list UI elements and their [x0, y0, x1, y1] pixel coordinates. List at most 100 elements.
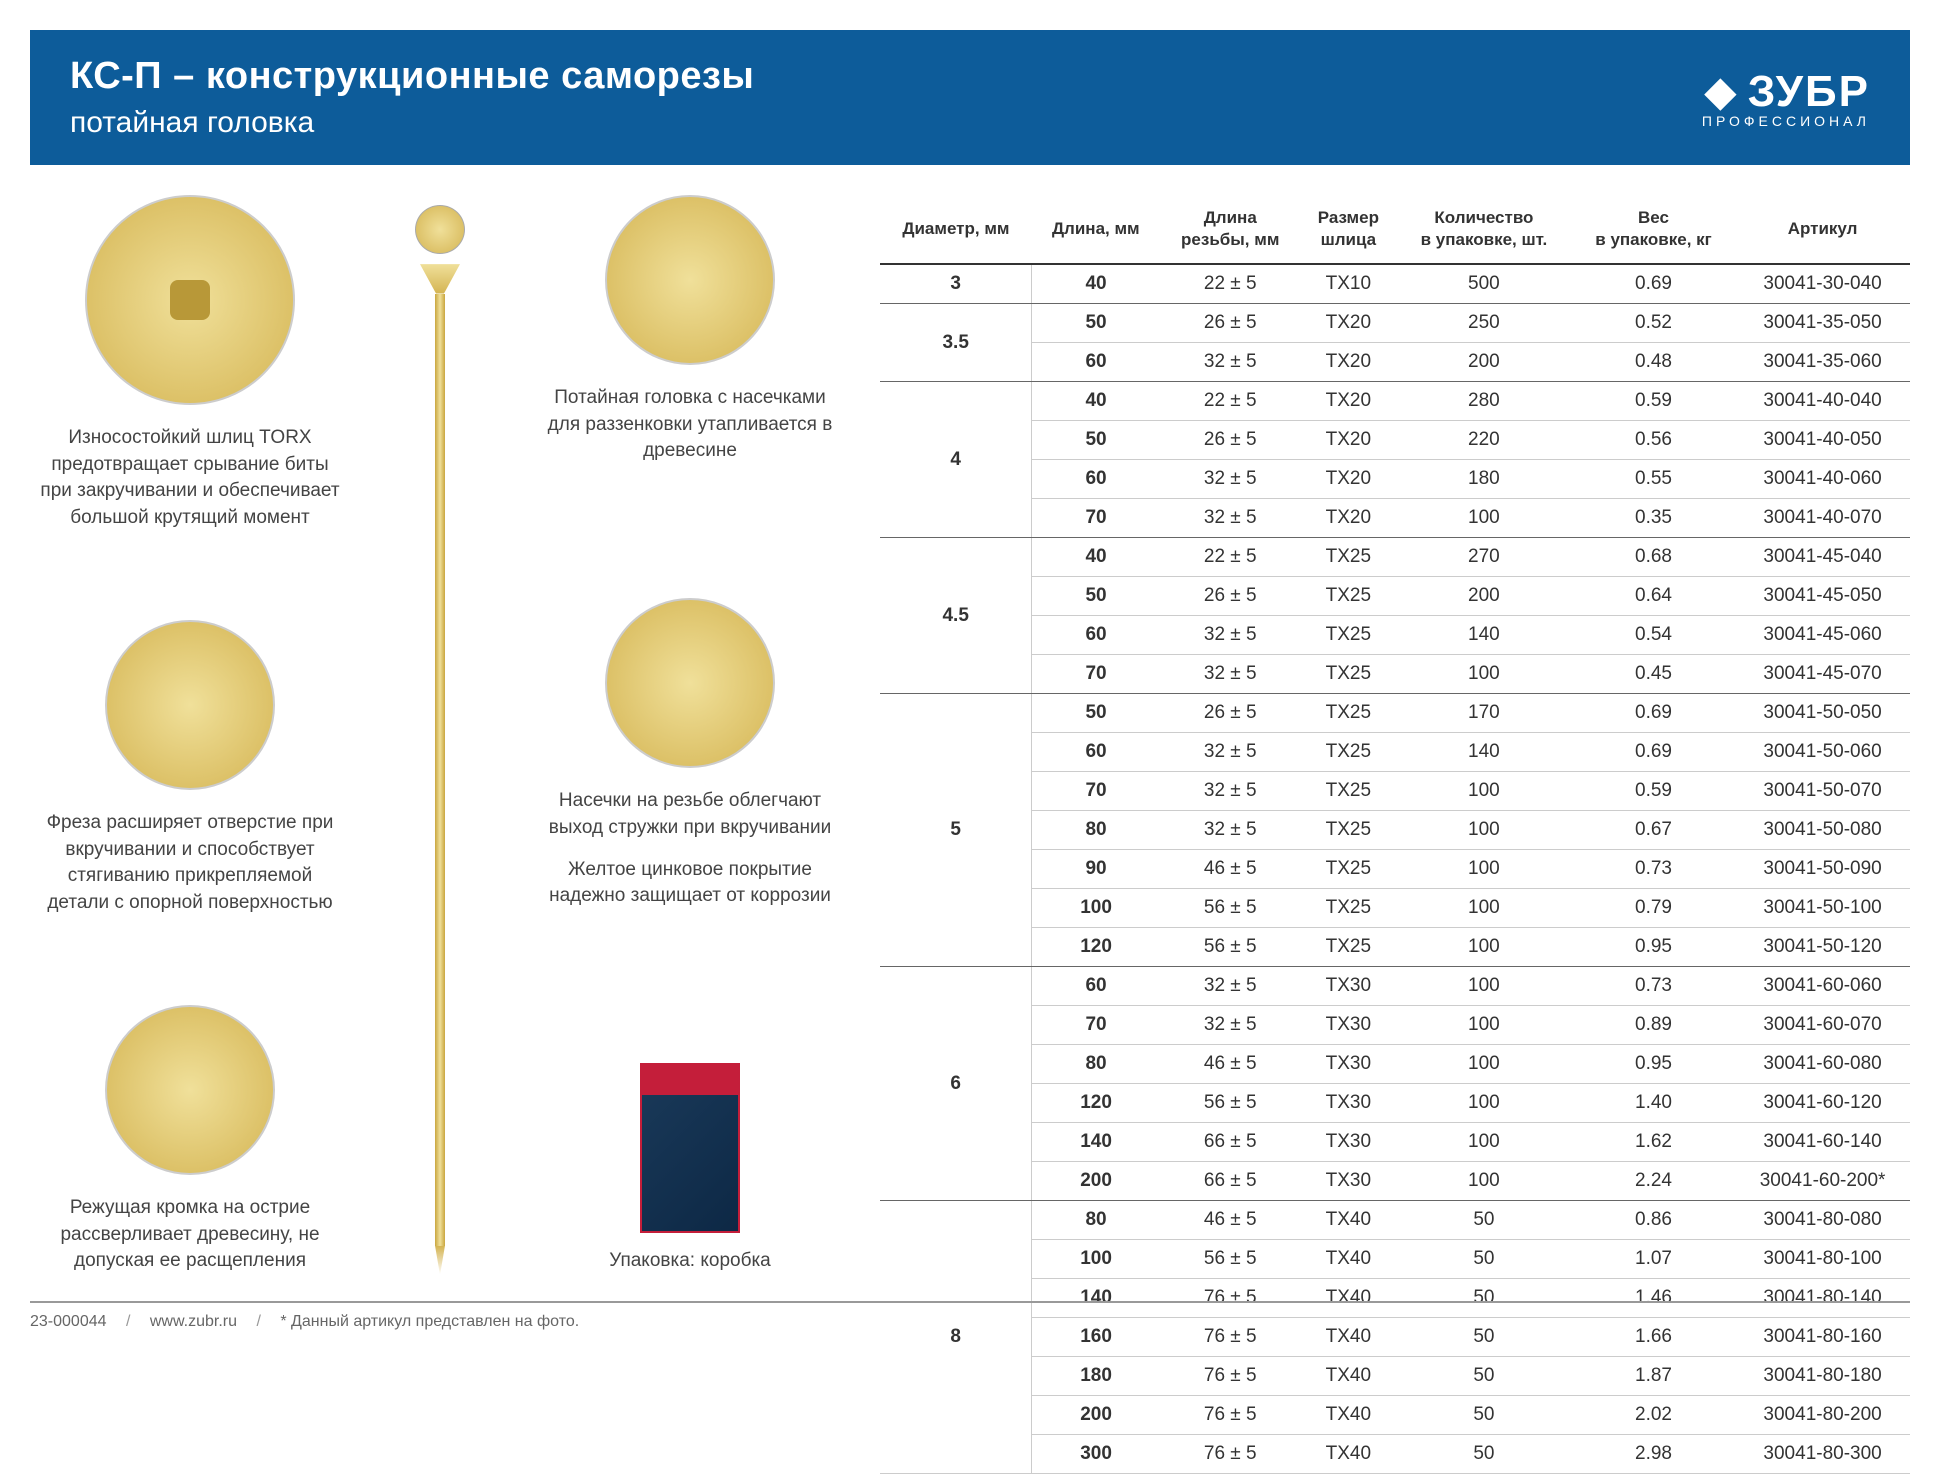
table-cell: 30041-80-100: [1735, 1240, 1910, 1279]
table-cell: 0.56: [1572, 421, 1735, 460]
table-cell: 26 ± 5: [1160, 577, 1301, 616]
table-cell: 76 ± 5: [1160, 1396, 1301, 1435]
table-cell: 32 ± 5: [1160, 616, 1301, 655]
table-cell: 2.02: [1572, 1396, 1735, 1435]
table-cell: 26 ± 5: [1160, 694, 1301, 733]
table-cell: 100: [1396, 1045, 1572, 1084]
table-cell: 250: [1396, 304, 1572, 343]
table-cell: 30041-80-300: [1735, 1435, 1910, 1474]
table-cell: 30041-60-120: [1735, 1084, 1910, 1123]
table-row: 12056 ± 5TX251000.9530041-50-120: [880, 928, 1910, 967]
table-cell: 32 ± 5: [1160, 499, 1301, 538]
table-cell: 30041-50-050: [1735, 694, 1910, 733]
table-cell: 60: [1032, 616, 1160, 655]
table-cell: 100: [1396, 1084, 1572, 1123]
table-cell: 50: [1032, 694, 1160, 733]
table-row: 8032 ± 5TX251000.6730041-50-080: [880, 811, 1910, 850]
table-cell: 0.35: [1572, 499, 1735, 538]
thread-image: [605, 598, 775, 768]
table-cell: 32 ± 5: [1160, 967, 1301, 1006]
table-header-row: Диаметр, ммДлина, ммДлина резьбы, ммРазм…: [880, 195, 1910, 264]
table-cell: 0.59: [1572, 772, 1735, 811]
table-cell: 30041-50-090: [1735, 850, 1910, 889]
table-cell: 30041-50-080: [1735, 811, 1910, 850]
screw-illustration: [370, 195, 510, 1275]
table-row: 7032 ± 5TX251000.5930041-50-070: [880, 772, 1910, 811]
table-cell: TX25: [1301, 733, 1396, 772]
table-cell: TX25: [1301, 850, 1396, 889]
table-cell: 46 ± 5: [1160, 850, 1301, 889]
table-cell: 30041-35-050: [1735, 304, 1910, 343]
table-cell: 0.86: [1572, 1201, 1735, 1240]
table-cell: TX40: [1301, 1435, 1396, 1474]
table-cell: TX25: [1301, 928, 1396, 967]
table-cell: TX20: [1301, 382, 1396, 421]
table-cell: TX10: [1301, 264, 1396, 304]
feature-mill: Фреза расширяет отверстие при вкручивани…: [30, 620, 350, 916]
footer-code: 23-000044: [30, 1313, 107, 1330]
table-cell: 120: [1032, 1084, 1160, 1123]
table-cell: 30041-60-060: [1735, 967, 1910, 1006]
table-cell: 30041-40-050: [1735, 421, 1910, 460]
table-cell: 30041-50-120: [1735, 928, 1910, 967]
table-cell: 0.59: [1572, 382, 1735, 421]
screw-head-top-view: [415, 205, 465, 254]
tip-description: Режущая кромка на острие рассверливает д…: [30, 1195, 350, 1275]
table-cell: 30041-80-180: [1735, 1357, 1910, 1396]
table-header-cell: Длина, мм: [1032, 195, 1160, 264]
table-cell: 2.98: [1572, 1435, 1735, 1474]
table-row: 20076 ± 5TX40502.0230041-80-200: [880, 1396, 1910, 1435]
table-row: 7032 ± 5TX301000.8930041-60-070: [880, 1006, 1910, 1045]
table-cell: TX40: [1301, 1240, 1396, 1279]
table-cell: 100: [1396, 850, 1572, 889]
table-cell: 32 ± 5: [1160, 733, 1301, 772]
table-cell: 40: [1032, 382, 1160, 421]
table-cell: 50: [1396, 1396, 1572, 1435]
table-cell: 100: [1396, 967, 1572, 1006]
table-cell: 0.73: [1572, 967, 1735, 1006]
table-cell: 32 ± 5: [1160, 772, 1301, 811]
table-cell: TX25: [1301, 811, 1396, 850]
table-row: 6032 ± 5TX251400.6930041-50-060: [880, 733, 1910, 772]
table-cell: 22 ± 5: [1160, 264, 1301, 304]
table-cell: 0.48: [1572, 343, 1735, 382]
table-cell: 280: [1396, 382, 1572, 421]
table-cell: 22 ± 5: [1160, 382, 1301, 421]
table-cell: 220: [1396, 421, 1572, 460]
table-cell: 200: [1396, 577, 1572, 616]
table-cell: 80: [1032, 1201, 1160, 1240]
table-cell: 80: [1032, 811, 1160, 850]
table-cell: 500: [1396, 264, 1572, 304]
table-cell: 22 ± 5: [1160, 538, 1301, 577]
table-cell: 100: [1396, 1162, 1572, 1201]
torx-description: Износостойкий шлиц TORX предотвращает ср…: [30, 425, 350, 531]
table-cell: TX30: [1301, 967, 1396, 1006]
table-cell: TX30: [1301, 1084, 1396, 1123]
table-cell: 100: [1396, 928, 1572, 967]
feature-torx: Износостойкий шлиц TORX предотвращает ср…: [30, 195, 350, 531]
table-cell: TX20: [1301, 304, 1396, 343]
footer-note: * Данный артикул представлен на фото.: [280, 1313, 579, 1330]
table-cell: 26 ± 5: [1160, 421, 1301, 460]
table-cell: 70: [1032, 1006, 1160, 1045]
table-row: 55026 ± 5TX251700.6930041-50-050: [880, 694, 1910, 733]
table-cell: 0.68: [1572, 538, 1735, 577]
table-row: 30076 ± 5TX40502.9830041-80-300: [880, 1435, 1910, 1474]
table-cell: 1.62: [1572, 1123, 1735, 1162]
mill-description: Фреза расширяет отверстие при вкручивани…: [30, 810, 350, 916]
table-cell: 0.45: [1572, 655, 1735, 694]
table-cell: TX40: [1301, 1357, 1396, 1396]
table-cell: 120: [1032, 928, 1160, 967]
table-row: 7032 ± 5TX251000.4530041-45-070: [880, 655, 1910, 694]
table-cell: TX30: [1301, 1162, 1396, 1201]
header: КС-П – конструкционные саморезы потайная…: [30, 30, 1910, 165]
table-cell: 30041-40-060: [1735, 460, 1910, 499]
table-header-cell: Длина резьбы, мм: [1160, 195, 1301, 264]
table-cell: 30041-60-140: [1735, 1123, 1910, 1162]
table-cell: 70: [1032, 655, 1160, 694]
table-cell: TX25: [1301, 538, 1396, 577]
table-cell: TX25: [1301, 616, 1396, 655]
table-cell: 70: [1032, 772, 1160, 811]
table-row: 66032 ± 5TX301000.7330041-60-060: [880, 967, 1910, 1006]
table-cell: 50: [1032, 577, 1160, 616]
